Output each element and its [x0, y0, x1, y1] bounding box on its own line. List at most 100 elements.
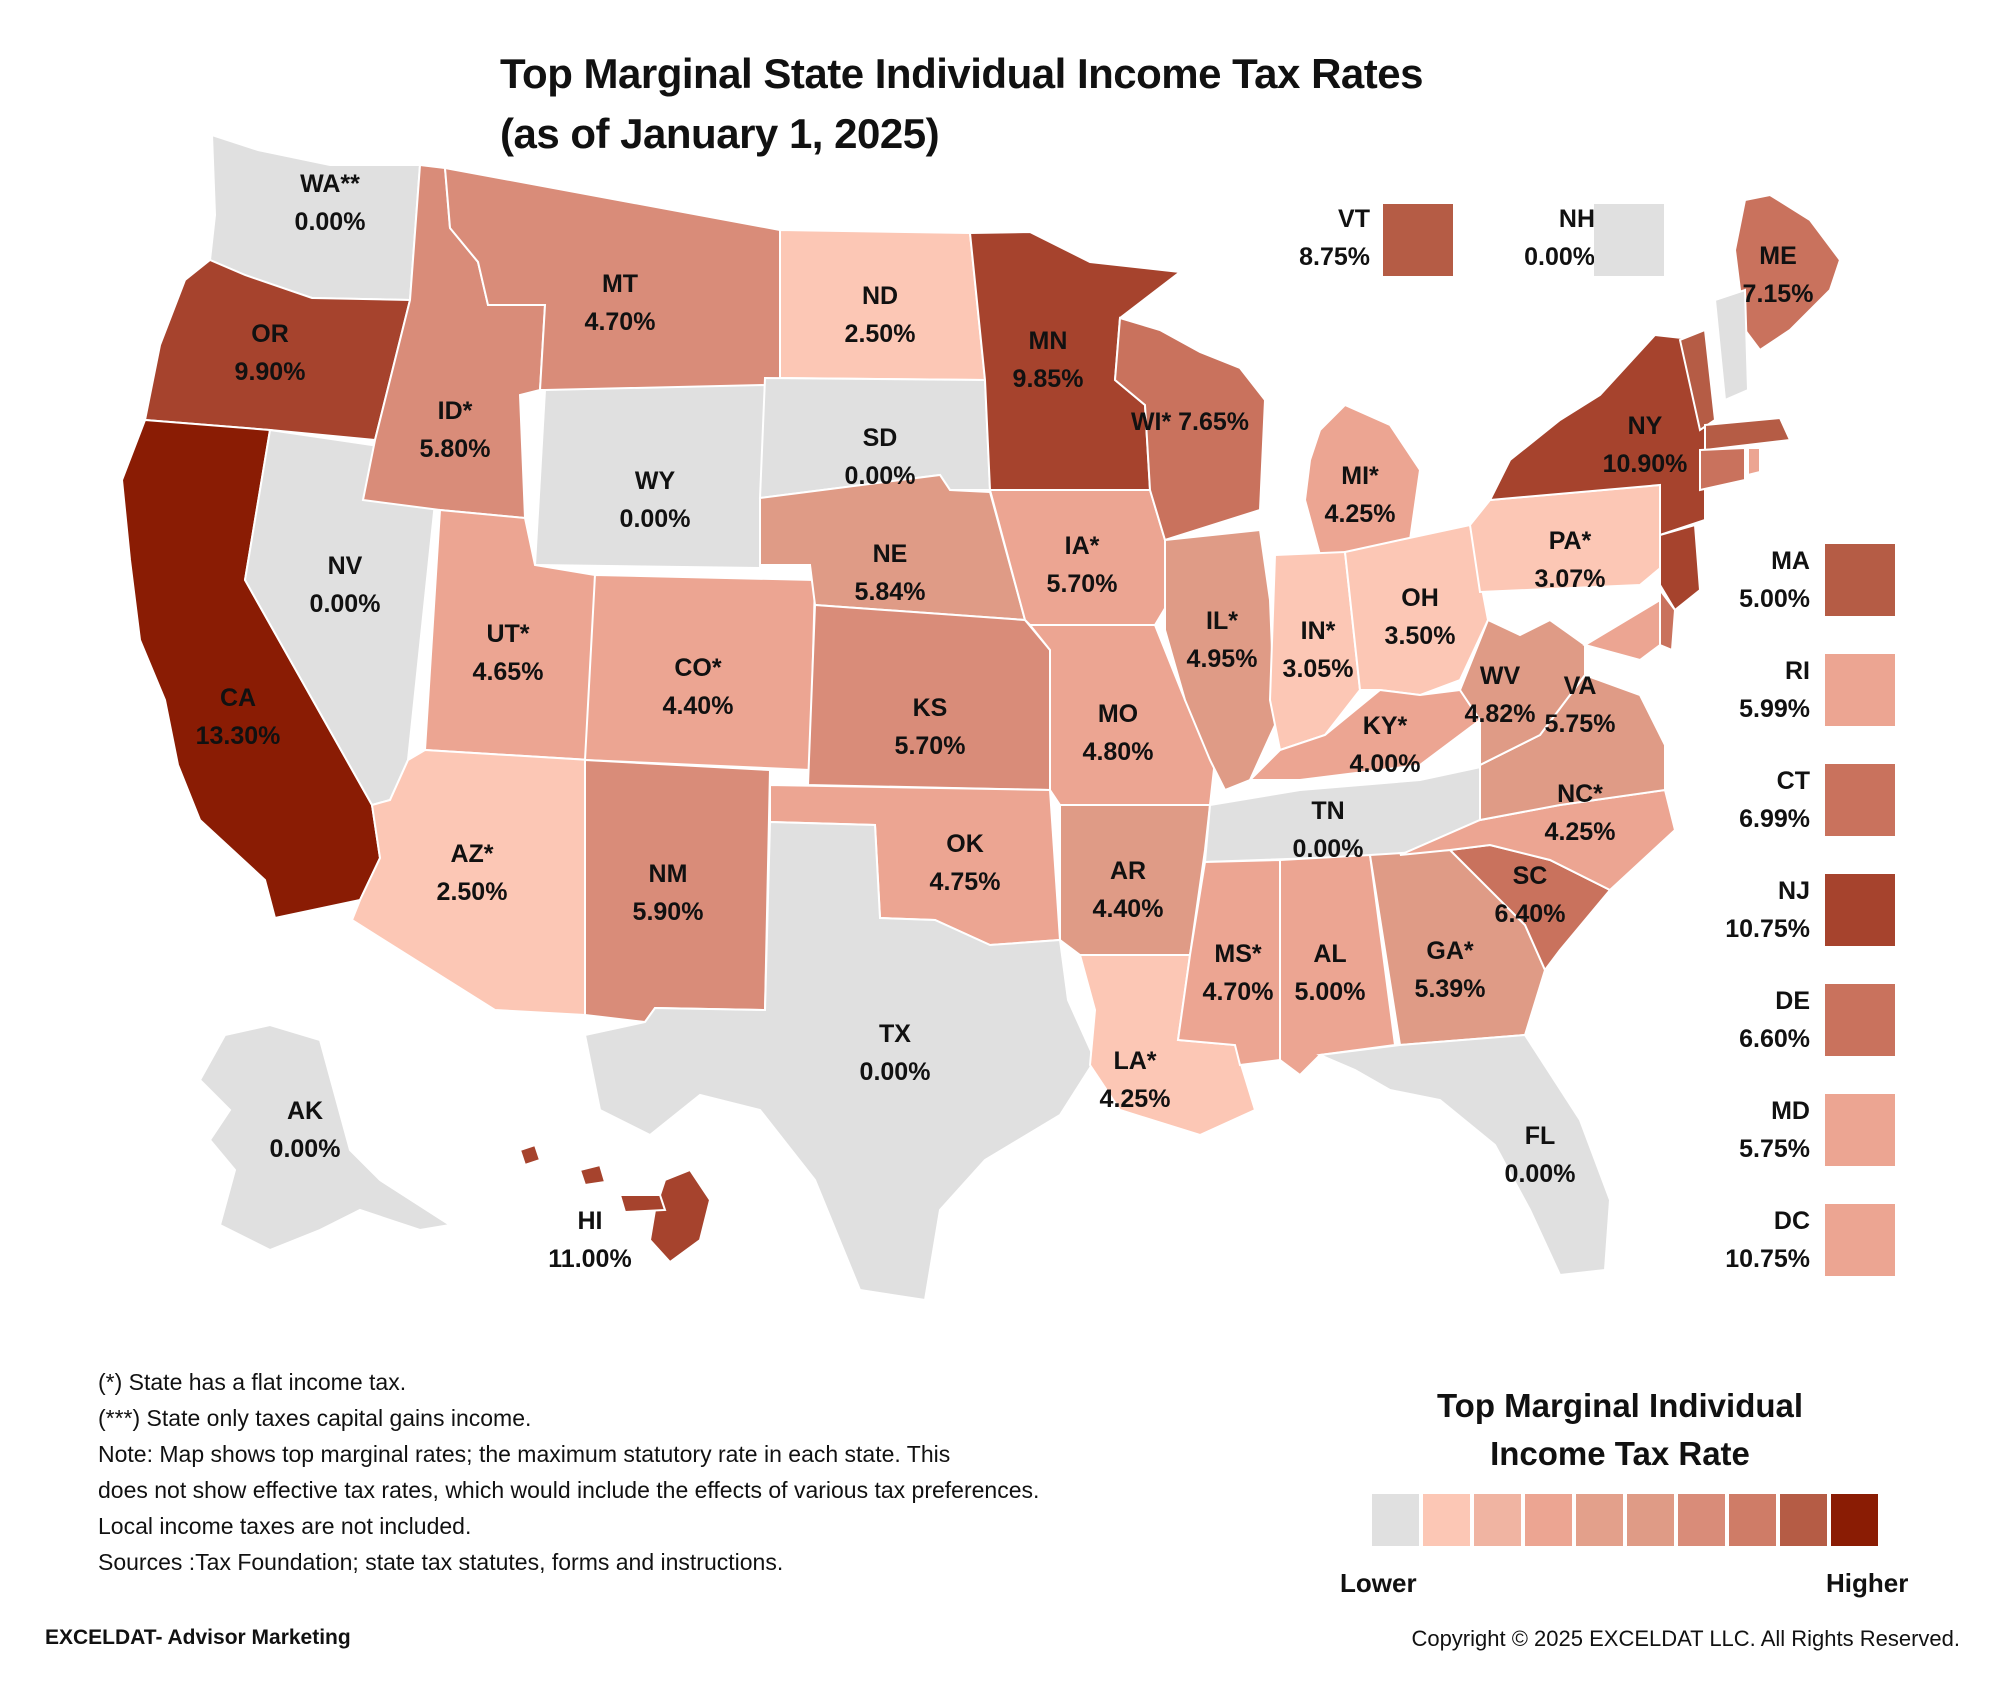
state-name-nd: ND: [862, 282, 898, 310]
state-rate-sd: 0.00%: [845, 462, 916, 490]
inset-label-md: MD 5.75%: [1700, 1092, 1810, 1168]
inset-swatch-nh: [1594, 204, 1664, 276]
state-rate-hi: 11.00%: [548, 1245, 631, 1273]
state-rate-az: 2.50%: [437, 878, 508, 906]
state-shape-il: [1164, 528, 1277, 792]
inset-state-name: CT: [1776, 767, 1810, 795]
state-rate-mn: 9.85%: [1013, 365, 1084, 393]
state-labels: WA** 0.00% OR 9.90% CA 13.30% NV 0.00% ID* 5.80% M…: [196, 170, 1814, 1273]
state-rate-ny: 10.90%: [1603, 450, 1688, 478]
state-rate-ne: 5.84%: [855, 578, 926, 606]
state-name-mi: MI*: [1341, 462, 1379, 490]
state-shape-wv: [1458, 618, 1586, 767]
inset-swatch-ri: [1825, 654, 1895, 726]
map-title-line-2: (as of January 1, 2025): [500, 110, 940, 157]
legend-scale-step-3: [1474, 1494, 1521, 1546]
state-name-pa: PA*: [1549, 527, 1592, 555]
map-title-line-1: Top Marginal State Individual Income Tax…: [500, 50, 1423, 97]
state-rate-wa: 0.00%: [295, 208, 366, 236]
state-rate-ar: 4.40%: [1093, 895, 1164, 923]
inset-label-dc: DC 10.75%: [1700, 1202, 1810, 1278]
state-name-ca: CA: [220, 684, 256, 712]
state-rate-ut: 4.65%: [473, 658, 544, 686]
state-rate-nm: 5.90%: [633, 898, 704, 926]
inset-swatch-nj: [1825, 874, 1895, 946]
inset-state-rate: 6.60%: [1739, 1025, 1810, 1053]
state-rate-wy: 0.00%: [620, 505, 691, 533]
state-rate-mt: 4.70%: [585, 308, 656, 336]
state-name-tn: TN: [1311, 797, 1344, 825]
footnote-sources: Sources :Tax Foundation; state tax statu…: [98, 1549, 784, 1575]
inset-label-nj: NJ 10.75%: [1700, 872, 1810, 948]
inset-state-rate: 6.99%: [1739, 805, 1810, 833]
footnotes: (*) State has a flat income tax. (***) S…: [98, 1364, 1039, 1580]
inset-swatch-ma: [1825, 544, 1895, 616]
state-name-al: AL: [1313, 940, 1346, 968]
inset-label-vt: VT 8.75%: [1270, 200, 1370, 276]
state-name-tx: TX: [879, 1020, 911, 1048]
state-rate-me: 7.15%: [1743, 280, 1814, 308]
inset-swatch-de: [1825, 984, 1895, 1056]
inset-state-rate: 8.75%: [1299, 243, 1370, 271]
state-name-la: LA*: [1113, 1047, 1156, 1075]
legend-lower-label: Lower: [1340, 1568, 1417, 1598]
state-rate-ok: 4.75%: [930, 868, 1001, 896]
legend-title-line-2: Income Tax Rate: [1490, 1435, 1750, 1472]
state-rate-mi: 4.25%: [1325, 500, 1396, 528]
inset-state-rate: 10.75%: [1725, 915, 1810, 943]
inset-state-name: MD: [1771, 1097, 1810, 1125]
inset-state-rate: 0.00%: [1524, 243, 1595, 271]
md-shape: [1582, 598, 1661, 662]
state-shape-ak: [198, 1023, 453, 1252]
inset-state-name: VT: [1338, 205, 1370, 233]
state-rate-la: 4.25%: [1100, 1085, 1171, 1113]
inset-label-nh: NH 0.00%: [1495, 200, 1595, 276]
hi-island-2: [578, 1163, 607, 1187]
state-shape-ky: [1247, 688, 1482, 781]
state-name-ar: AR: [1110, 857, 1146, 885]
state-shapes: [120, 133, 1842, 1302]
state-shape-fl: [1316, 1033, 1612, 1277]
state-rate-pa: 3.07%: [1535, 565, 1606, 593]
state-name-wi-7-65: WI* 7.65%: [1131, 408, 1249, 436]
state-name-fl: FL: [1525, 1122, 1556, 1150]
state-rate-id: 5.80%: [420, 435, 491, 463]
hi-island-3: [618, 1194, 667, 1214]
inset-state-rate: 5.99%: [1739, 695, 1810, 723]
state-shape-wy: [533, 383, 767, 570]
state-name-va: VA: [1564, 672, 1597, 700]
state-name-nv: NV: [328, 552, 363, 580]
state-name-in: IN*: [1301, 617, 1336, 645]
state-rate-mo: 4.80%: [1083, 738, 1154, 766]
state-rate-ks: 5.70%: [895, 732, 966, 760]
state-name-nc: NC*: [1557, 780, 1603, 808]
state-rate-ak: 0.00%: [270, 1135, 341, 1163]
state-name-ia: IA*: [1065, 532, 1100, 560]
state-shape-hi: [648, 1168, 712, 1264]
state-name-co: CO*: [674, 654, 722, 682]
inset-label-ri: RI 5.99%: [1700, 652, 1810, 728]
legend-scale-step-5: [1576, 1494, 1623, 1546]
inset-swatch-vt: [1383, 204, 1453, 276]
legend-scale-step-4: [1525, 1494, 1572, 1546]
state-rate-wv: 4.82%: [1465, 700, 1536, 728]
map-title: Top Marginal State Individual Income Tax…: [500, 44, 1423, 164]
state-rate-tn: 0.00%: [1293, 835, 1364, 863]
state-rate-ia: 5.70%: [1047, 570, 1118, 598]
state-rate-sc: 6.40%: [1495, 900, 1566, 928]
inset-state-name: RI: [1785, 657, 1810, 685]
legend-higher-label: Higher: [1826, 1568, 1909, 1598]
inset-state-name: MA: [1771, 547, 1810, 575]
state-name-nm: NM: [649, 860, 688, 888]
inset-state-name: DE: [1775, 987, 1810, 1015]
inset-swatch-ct: [1825, 764, 1895, 836]
state-rate-tx: 0.00%: [860, 1058, 931, 1086]
state-shape-tx: [583, 820, 1097, 1302]
footnote-note-line-2: does not show effective tax rates, which…: [98, 1477, 1040, 1503]
state-name-ny: NY: [1628, 412, 1663, 440]
legend-scale-step-1: [1372, 1494, 1419, 1546]
state-rate-in: 3.05%: [1283, 655, 1354, 683]
state-rate-va: 5.75%: [1545, 710, 1616, 738]
legend-title: Top Marginal Individual Income Tax Rate: [1370, 1382, 1870, 1478]
state-rate-oh: 3.50%: [1385, 622, 1456, 650]
